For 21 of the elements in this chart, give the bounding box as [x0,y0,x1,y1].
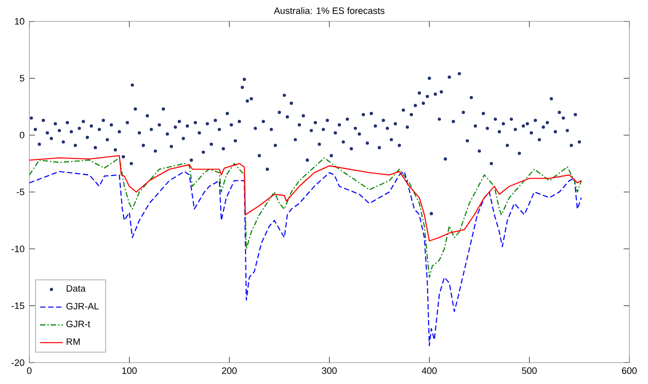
chart-title: Australia: 1% ES forecasts [274,7,384,14]
legend-label: GJR-t [66,320,90,328]
y-tick-label: -5 [16,188,24,196]
x-tick-label: 100 [122,367,137,374]
x-tick-label: 600 [622,367,637,374]
y-tick-label: -10 [12,246,24,252]
x-tick-label: 500 [522,367,537,374]
x-tick-label: 200 [222,367,237,374]
line-series [29,170,582,346]
x-tick-label: 0 [27,367,32,374]
y-tick-label: 0 [20,132,24,138]
y-tick-label: 10 [15,18,24,25]
y-tick-label: -15 [12,302,24,310]
x-tick-label: 300 [322,367,337,374]
line-series [29,157,582,278]
legend-label: GJR-AL [66,302,99,310]
x-tick-label: 400 [422,367,437,374]
y-tick-label: -20 [12,359,24,366]
y-tick-label: 5 [20,74,24,82]
legend-label: Data [66,285,86,292]
legend-label: RM [66,338,80,345]
